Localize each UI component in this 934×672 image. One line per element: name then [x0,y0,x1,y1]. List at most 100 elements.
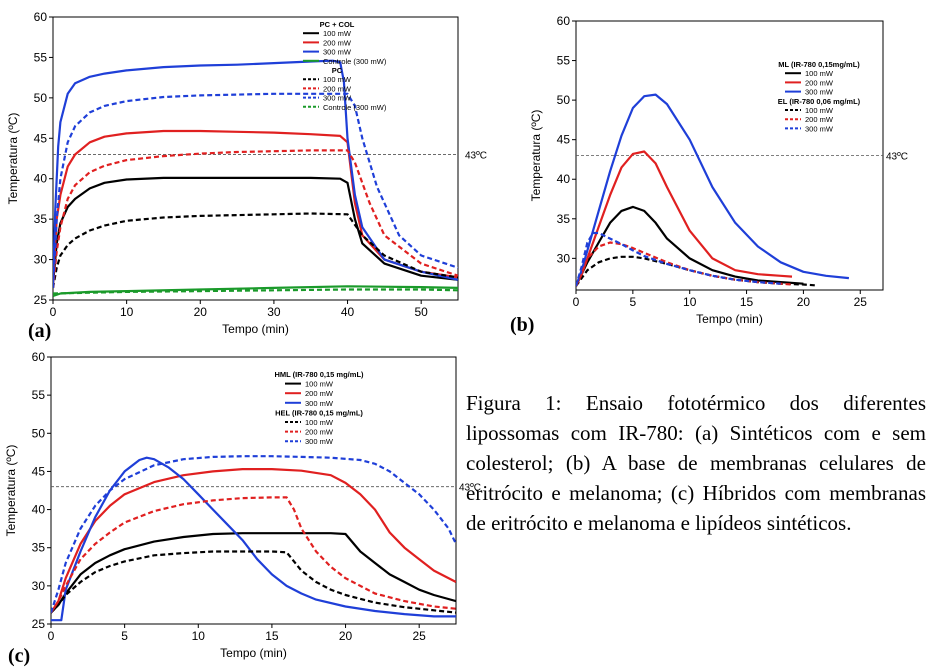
x-tick-label: 5 [630,295,637,309]
x-tick-label: 0 [573,295,580,309]
series-line-pc-col-solid-0 [53,176,458,284]
y-tick-label: 60 [557,14,571,28]
legend-group-title: EL (IR-780 0,06 mg/mL) [778,97,861,106]
legend-entry-label: 300 mW [805,88,834,97]
y-tick-label: 40 [34,172,48,186]
series-line-hel-dashed-5 [51,455,456,613]
series-line-pc-dashed-7 [53,288,458,295]
chart-c-svg: 25 30 35 40 45 50 55 60 0 5 10 15 20 25 Tempo (min) Tem… [4,350,481,660]
y-tick-label: 25 [32,617,46,631]
legend-entry-label: 200 mW [323,84,352,93]
legend-entry-label: Controle (300 mW) [323,103,387,112]
legend-entry-label: 300 mW [323,48,352,57]
legend-entry-label: 200 mW [805,78,834,87]
y-tick-label: 45 [34,131,48,145]
chart-b-svg: 30 35 40 45 50 55 60 0 5 10 15 20 25 Tempo (min) Tempe… [529,14,908,326]
x-tick-label: 5 [121,629,128,643]
x-tick-label: 15 [265,629,279,643]
series-line-ml-solid-1 [576,150,793,287]
series-line-el-dashed-4 [576,241,793,287]
reference-line-label: 43ºC [465,150,487,161]
legend-entry-label: 100 mW [323,75,352,84]
series-line-ml-solid-0 [576,205,804,287]
y-tick-label: 30 [32,579,46,593]
legend-entry-label: 300 mW [305,437,334,446]
reference-line-label: 43ºC [459,483,481,494]
legend-entry-label: 100 mW [323,29,352,38]
series-line-el-dashed-3 [576,255,815,287]
chart-panel-b: 30 35 40 45 50 55 60 0 5 10 15 20 25 Tempo (min) Tempe… [495,5,925,340]
legend-entry-label: 200 mW [305,428,334,437]
y-tick-label: 45 [557,133,571,147]
x-tick-label: 20 [339,629,353,643]
series-line-pc-dashed-6 [53,92,458,288]
x-tick-label: 10 [120,305,134,319]
y-tick-label: 50 [32,426,46,440]
y-tick-label: 35 [32,541,46,555]
legend-entry-label: 300 mW [305,399,334,408]
y-tick-label: 35 [557,212,571,226]
legend-entry-label: 100 mW [305,418,334,427]
x-tick-label: 0 [48,629,55,643]
y-tick-label: 45 [32,464,46,478]
legend-group-title: PC + COL [320,20,355,29]
series-group [53,59,458,298]
y-tick-label: 60 [34,10,48,24]
legend-entry-label: 300 mW [805,124,834,133]
x-tick-label: 20 [194,305,208,319]
series-line-pc-dashed-5 [53,149,458,289]
x-tick-label: 15 [740,295,754,309]
y-tick-label: 50 [557,93,571,107]
y-tick-label: 55 [34,50,48,64]
y-tick-label: 55 [557,54,571,68]
series-line-pc-col-solid-1 [53,129,458,284]
panel-label-a: (a) [28,320,52,342]
chart-panel-a: 25 30 35 40 45 50 55 60 0 10 20 30 40 50 Tempo (min) Te… [0,5,487,345]
series-group [576,93,850,287]
x-tick-label: 30 [267,305,281,319]
y-axis-label: Temperatura (ºC) [529,110,543,202]
legend-entry-label: 100 mW [805,69,834,78]
x-tick-label: 25 [854,295,868,309]
plot-frame [52,16,459,301]
figure-caption: Figura 1: Ensaio fototérmico dos diferen… [466,391,926,535]
x-tick-label: 40 [341,305,355,319]
y-tick-label: 30 [557,251,571,265]
series-line-pc-dashed-4 [53,212,458,289]
series-line-pc-col-solid-2 [53,59,458,284]
legend-entry-label: Controle (300 mW) [323,57,387,66]
legend-entry-label: 200 mW [323,38,352,47]
series-line-hml-solid-0 [51,532,456,614]
y-tick-label: 60 [32,350,46,364]
chart-panel-c: 25 30 35 40 45 50 55 60 0 5 10 15 20 25 Tempo (min) Tem… [0,342,481,660]
x-axis-label: Tempo (min) [220,646,287,660]
series-group [51,455,456,622]
panel-label-b: (b) [510,314,535,336]
legend-group-title: ML (IR-780 0,15mg/mL) [778,60,860,69]
legend-entry-label: 300 mW [323,94,352,103]
series-line-hel-dashed-4 [51,496,456,614]
x-tick-label: 50 [415,305,429,319]
x-axis-label: Tempo (min) [222,322,289,336]
x-tick-label: 25 [413,629,427,643]
legend-entry-label: 100 mW [805,106,834,115]
plot-frame [50,356,457,625]
y-tick-label: 40 [557,172,571,186]
legend-group-title: HML (IR-780 0,15 mg/mL) [274,370,364,379]
series-line-hel-dashed-3 [51,550,456,614]
y-tick-label: 25 [34,293,48,307]
series-line-ml-solid-2 [576,93,850,287]
y-tick-label: 30 [34,253,48,267]
x-axis-label: Tempo (min) [696,312,763,326]
y-tick-label: 35 [34,212,48,226]
y-axis-label: Temperatura (ºC) [4,445,18,537]
y-tick-label: 40 [32,503,46,517]
series-line-hml-solid-1 [51,468,456,614]
x-tick-label: 10 [192,629,206,643]
legend-group-title: HEL (IR-780 0,15 mg/mL) [275,408,363,417]
legend-entry-label: 100 mW [305,380,334,389]
y-tick-label: 50 [34,91,48,105]
legend-entry-label: 200 mW [805,115,834,124]
panel-label-c: (c) [8,645,31,667]
series-line-el-dashed-5 [576,231,781,287]
